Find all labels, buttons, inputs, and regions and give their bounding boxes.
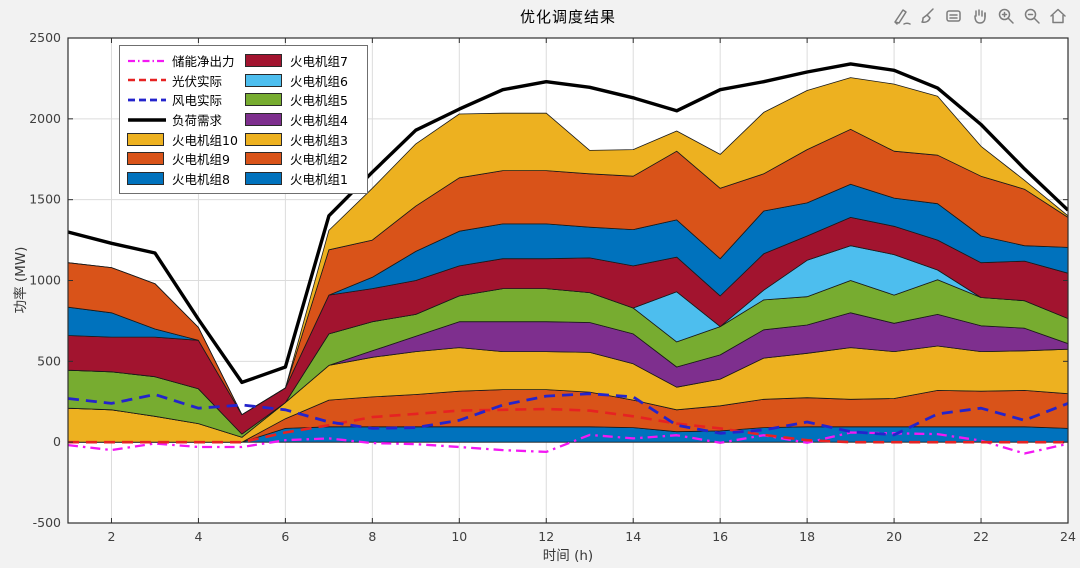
legend-item: 风电实际 [127,90,245,110]
export-icon[interactable] [891,5,912,26]
legend-item: 光伏实际 [127,71,245,91]
legend-item: 火电机组8 [127,169,245,189]
legend-label: 风电实际 [172,93,223,109]
x-tick-label: 16 [712,529,728,544]
legend-patch-swatch [245,54,285,68]
legend-label: 储能净出力 [172,54,235,70]
legend-item: 储能净出力 [127,51,245,71]
legend-label: 火电机组4 [290,113,348,129]
line-wind-actual [68,392,1068,437]
zoom-in-icon[interactable] [995,5,1016,26]
legend-column: 储能净出力光伏实际风电实际负荷需求火电机组10 火电机组9 火电机组8 [127,51,245,188]
legend-patch-swatch [245,171,285,185]
legend[interactable]: 储能净出力 光伏实际 风电实际 负荷需求 火电机组10 火电机组9 火电机组8 火电机组7 火电… [119,45,368,195]
legend-patch-swatch [245,73,285,87]
legend-label: 火电机组5 [290,93,348,109]
legend-item: 火电机组4 [245,110,363,130]
y-tick-label: 500 [37,353,61,368]
legend-item: 火电机组5 [245,90,363,110]
y-tick-label: 1000 [29,273,61,288]
figure-toolbar [891,5,1068,26]
legend-patch-swatch [245,113,285,127]
legend-label: 火电机组6 [290,73,348,89]
legend-patch-swatch [127,152,167,166]
restore-view-icon[interactable] [1047,5,1068,26]
legend-item: 火电机组10 [127,129,245,149]
legend-line-swatch [127,113,167,127]
legend-label: 火电机组2 [290,152,348,168]
y-tick-label: 2500 [29,30,61,45]
x-axis-label: 时间 (h) [542,548,594,564]
x-tick-label: 4 [194,529,202,544]
x-tick-label: 10 [451,529,467,544]
legend-item: 火电机组1 [245,169,363,189]
y-tick-label: 2000 [29,111,61,126]
legend-label: 火电机组7 [290,54,348,70]
x-tick-label: 6 [281,529,289,544]
x-tick-label: 18 [799,529,815,544]
legend-line-swatch [127,73,167,87]
series-group [68,62,1068,455]
legend-label: 火电机组8 [172,171,230,187]
legend-item: 火电机组3 [245,129,363,149]
x-tick-label: 14 [625,529,641,544]
zoom-out-icon[interactable] [1021,5,1042,26]
data-tips-icon[interactable] [943,5,964,26]
legend-item: 火电机组7 [245,51,363,71]
chart-title: 优化调度结果 [519,8,616,26]
legend-item: 负荷需求 [127,110,245,130]
line-storage-net-output [68,431,1068,455]
x-tick-label: 20 [886,529,902,544]
line-pv-actual [68,407,1068,444]
legend-patch-swatch [127,171,167,185]
legend-label: 火电机组3 [290,132,348,148]
legend-label: 火电机组10 [172,132,238,148]
legend-label: 光伏实际 [172,73,223,89]
stack-area-unit-10 [68,77,1068,416]
legend-line-swatch [127,93,167,107]
legend-label: 火电机组9 [172,152,230,168]
brush-icon[interactable] [917,5,938,26]
pan-icon[interactable] [969,5,990,26]
x-tick-label: 22 [973,529,989,544]
x-tick-label: 8 [368,529,376,544]
legend-patch-swatch [245,132,285,146]
legend-column: 火电机组7 火电机组6 火电机组5 火电机组4 火电机组3 火电机组2 火电机组1 [245,51,363,188]
y-tick-label: -500 [33,515,61,530]
x-tick-label: 2 [108,529,116,544]
x-tick-label: 12 [538,529,554,544]
legend-label: 负荷需求 [172,113,223,129]
x-tick-label: 24 [1060,529,1076,544]
legend-item: 火电机组2 [245,149,363,169]
legend-item: 火电机组9 [127,149,245,169]
legend-item: 火电机组6 [245,71,363,91]
y-tick-label: 1500 [29,192,61,207]
legend-patch-swatch [127,132,167,146]
y-tick-label: 0 [53,434,61,449]
y-axis-label: 功率 (MW) [13,246,29,314]
legend-line-swatch [127,54,167,68]
legend-label: 火电机组1 [290,171,348,187]
legend-patch-swatch [245,93,285,107]
line-load-demand [68,62,1068,385]
legend-patch-swatch [245,152,285,166]
